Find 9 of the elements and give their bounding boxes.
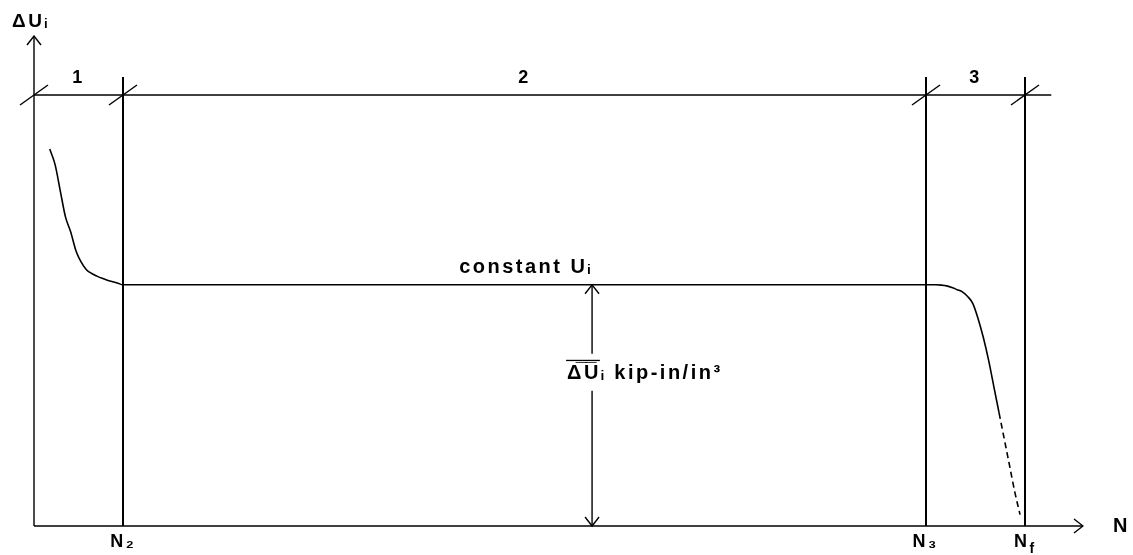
text: 2 [518,67,531,87]
annotation: constant Uᵢ [459,254,593,277]
annotation: Δ̅U̅ᵢ kip-in/in³ [567,360,723,383]
text: 1 [72,67,85,87]
x-tick-label: N₃ [912,531,939,551]
text: ΔUᵢ [12,10,50,31]
x-tick-label: N₂ [110,531,137,551]
x-axis-title: N [1113,514,1130,536]
text: 3 [969,67,982,87]
